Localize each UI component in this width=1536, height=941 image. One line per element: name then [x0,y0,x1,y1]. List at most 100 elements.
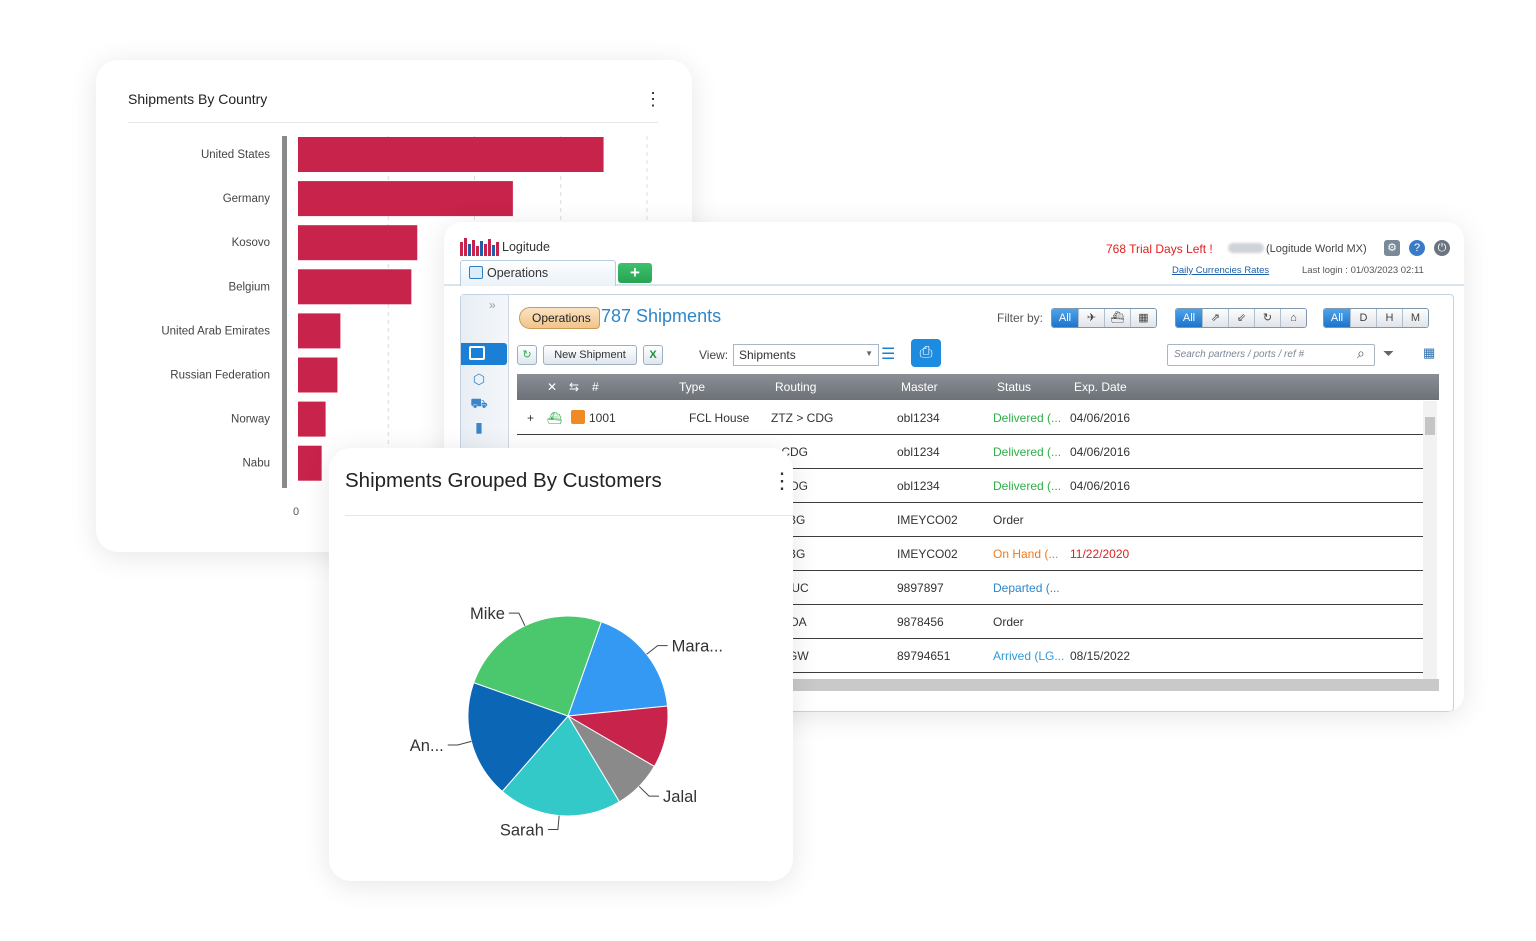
bar-mark[interactable] [298,401,326,437]
shipments-by-customers-card: Shipments Grouped By Customers ⋮ Mara...… [329,448,793,881]
bar-mark[interactable] [298,181,513,217]
bar-category-label: Nabu [243,458,271,470]
scrollbar-thumb[interactable] [1425,417,1435,435]
view-select[interactable]: Shipments ▼ [733,344,879,366]
add-tab-button[interactable]: + [618,263,652,283]
bar-mark[interactable] [298,225,418,261]
breadcrumb-operations[interactable]: Operations [519,307,600,329]
row-status: Delivered (... [993,445,1062,459]
truck-icon[interactable]: ⛟ [470,395,488,411]
row-master: obl1234 [897,445,940,459]
settings-gear-icon[interactable]: ⚙ [1384,240,1400,256]
sidebar-item-shipments[interactable] [461,343,507,365]
country-bar-chart: United States Germany Kosovo Belgium United … [161,136,648,518]
bar-category-label: Belgium [228,281,270,293]
customers-pie-chart: Mara... Jalal Sarah An... Mike [410,605,723,840]
pie-slice-label: Sarah [500,822,544,840]
row-status: Departed (... [993,581,1060,595]
col-number[interactable]: # [592,380,599,394]
filter-export-icon[interactable]: ⇗ [1202,309,1228,327]
filter-crosstrade-icon[interactable]: ↻ [1254,309,1280,327]
shipments-count-title: 787 Shipments [601,306,722,326]
col-exp-date[interactable]: Exp. Date [1074,380,1127,394]
bar-axis-line [282,136,287,488]
print-icon[interactable]: ⎙ [911,339,941,367]
bar-card-divider [128,122,658,123]
pie-slice-label: Mike [470,605,505,623]
pie-slice[interactable] [473,615,602,717]
filter-time-h[interactable]: H [1376,309,1402,327]
search-input[interactable]: Search partners / ports / ref # [1167,344,1375,366]
daily-currencies-rates-link[interactable]: Daily Currencies Rates [1172,265,1270,276]
reports-chart-icon[interactable]: ▮ [475,419,483,435]
row-master: 89794651 [897,649,951,663]
tab-operations[interactable]: Operations [460,260,616,286]
filter-direction-group: All ⇗ ⇙ ↻ ⌂ [1175,308,1307,328]
filter-domestic-icon[interactable]: ⌂ [1280,309,1306,327]
col-routing[interactable]: Routing [775,380,817,394]
table-horizontal-scrollbar[interactable] [791,679,1439,691]
bar-mark[interactable] [298,357,338,393]
advanced-filter-icon[interactable]: ⏷ [1383,345,1395,361]
row-status: On Hand (... [993,547,1059,561]
filter-land-icon[interactable]: ▦ [1130,309,1156,327]
operations-tab-icon [469,266,483,279]
bar-category-label: Kosovo [232,237,270,249]
bar-category-label: Norway [231,414,270,426]
col-type[interactable]: Type [679,380,706,394]
trial-days-notice[interactable]: 768 Trial Days Left ! [1106,242,1213,256]
excel-export-icon[interactable]: X [643,345,663,365]
filter-air-icon[interactable]: ✈ [1078,309,1104,327]
bar-mark[interactable] [298,137,604,172]
tab-operations-label: Operations [487,266,549,280]
pie-slice[interactable] [567,621,669,717]
row-master: obl1234 [897,479,940,493]
filter-time-m[interactable]: M [1402,309,1428,327]
edit-shipment-icon[interactable] [571,410,585,424]
row-expand-icon[interactable]: + [527,411,535,425]
view-label: View: [699,348,729,362]
refresh-icon[interactable]: ↻ [517,345,537,365]
new-shipment-button[interactable]: New Shipment [543,345,637,365]
pie-slice[interactable] [467,682,569,793]
filter-ocean-icon[interactable]: ⛴ [1104,309,1130,327]
pie-leader-line [646,645,668,655]
row-exp-date: 08/15/2022 [1070,649,1131,663]
row-exp-date: 04/06/2016 [1070,411,1131,425]
pie-slice-label: Mara... [672,638,723,656]
column-chooser-icon[interactable]: ☰ [881,346,896,363]
row-status: Order [993,615,1024,629]
bar-category-label: Germany [223,193,271,205]
bar-mark[interactable] [298,313,341,349]
help-icon[interactable]: ? [1409,240,1425,256]
bar-mark[interactable] [298,269,412,305]
ocean-shipment-icon: ⛴ [547,411,563,425]
search-icon[interactable]: ⌕ [1357,345,1365,361]
col-master[interactable]: Master [901,380,938,394]
grid-layout-icon[interactable]: ▦ [1423,345,1436,360]
power-icon[interactable]: ⏻ [1434,240,1450,256]
table-vertical-scrollbar[interactable] [1423,401,1437,679]
tag-icon[interactable]: ⬡ [472,371,486,387]
filter-mode-all[interactable]: All [1052,309,1078,327]
filter-mode-group: All ✈ ⛴ ▦ [1051,308,1157,328]
filter-import-icon[interactable]: ⇙ [1228,309,1254,327]
bar-mark[interactable] [298,445,322,481]
shipments-table-header: ✕ ⇆ # Type Routing Master Status Exp. Da… [517,374,1439,400]
col-status[interactable]: Status [997,380,1032,394]
filter-time-all[interactable]: All [1324,309,1350,327]
row-master: 9878456 [897,615,944,629]
company-name: (Logitude World MX) [1266,243,1367,255]
row-status: Delivered (... [993,479,1062,493]
view-select-value: Shipments [739,348,796,362]
row-exp-date: 11/22/2020 [1070,547,1130,561]
user-name-redacted [1228,243,1264,253]
filter-direction-all[interactable]: All [1176,309,1202,327]
row-exp-date: 04/06/2016 [1070,479,1131,493]
row-routing: ZTZ > CDG [771,411,834,425]
sidebar-expand-icon[interactable]: » [489,298,496,312]
table-row[interactable]: +1001 FCL House ZTZ > CDG obl1234 Delivered … [517,401,1423,435]
filter-time-d[interactable]: D [1350,309,1376,327]
